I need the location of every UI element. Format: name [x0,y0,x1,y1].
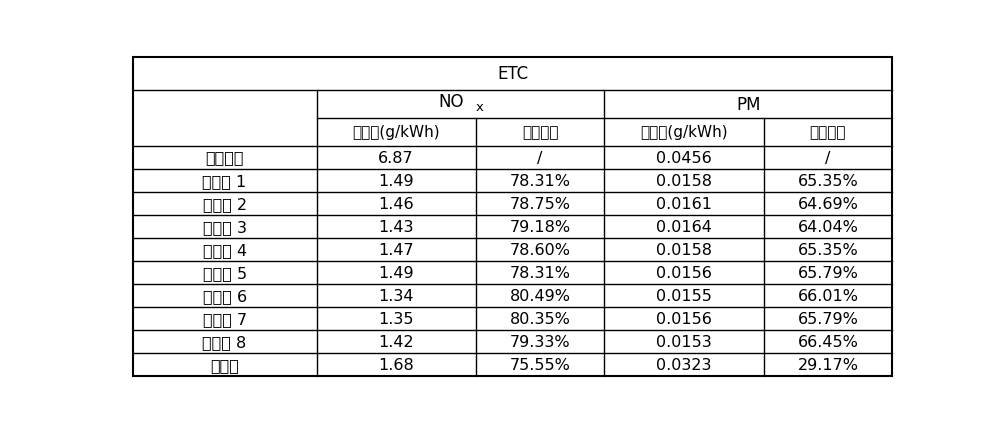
Text: 0.0323: 0.0323 [656,357,712,372]
Text: 0.0156: 0.0156 [656,311,712,326]
Text: NO: NO [438,93,464,111]
Text: 78.75%: 78.75% [510,196,571,211]
Text: 1.42: 1.42 [378,334,414,349]
Text: 65.79%: 65.79% [798,311,858,326]
Text: 75.55%: 75.55% [510,357,570,372]
Text: 实施例 4: 实施例 4 [203,242,247,257]
Text: 实施例 2: 实施例 2 [203,196,247,211]
Text: 80.49%: 80.49% [510,288,571,303]
Text: 排放值(g/kWh): 排放值(g/kWh) [352,125,440,140]
Text: 1.49: 1.49 [378,173,414,188]
Text: /: / [537,150,543,165]
Text: 1.43: 1.43 [378,219,414,234]
Text: 1.46: 1.46 [378,196,414,211]
Text: 实施例 6: 实施例 6 [203,288,247,303]
Text: 0.0155: 0.0155 [656,288,712,303]
Text: 6.87: 6.87 [378,150,414,165]
Text: 实施例 5: 实施例 5 [203,265,247,280]
Text: 0.0158: 0.0158 [656,173,712,188]
Text: 去除效率: 去除效率 [522,125,558,140]
Text: 0.0164: 0.0164 [656,219,712,234]
Text: 66.01%: 66.01% [797,288,858,303]
Text: /: / [825,150,831,165]
Text: 空管原排: 空管原排 [205,150,244,165]
Text: 79.33%: 79.33% [510,334,570,349]
Text: 65.79%: 65.79% [798,265,858,280]
Text: 64.69%: 64.69% [798,196,858,211]
Text: 65.35%: 65.35% [798,242,858,257]
Text: 1.47: 1.47 [378,242,414,257]
Text: 实施例 1: 实施例 1 [202,173,247,188]
Text: 1.34: 1.34 [378,288,414,303]
Text: ETC: ETC [497,65,528,83]
Text: 实施例 8: 实施例 8 [202,334,247,349]
Text: 0.0456: 0.0456 [656,150,712,165]
Text: 1.68: 1.68 [378,357,414,372]
Text: 78.60%: 78.60% [510,242,571,257]
Text: 0.0153: 0.0153 [656,334,712,349]
Text: 0.0161: 0.0161 [656,196,712,211]
Text: 实施例 7: 实施例 7 [203,311,247,326]
Text: 1.35: 1.35 [378,311,414,326]
Text: 78.31%: 78.31% [510,265,571,280]
Text: 65.35%: 65.35% [798,173,858,188]
Text: x: x [476,101,484,114]
Text: 64.04%: 64.04% [798,219,858,234]
Text: 80.35%: 80.35% [510,311,570,326]
Text: 78.31%: 78.31% [510,173,571,188]
Text: 实施例 3: 实施例 3 [203,219,247,234]
Text: 0.0158: 0.0158 [656,242,712,257]
Text: 1.49: 1.49 [378,265,414,280]
Text: PM: PM [736,95,761,113]
Text: 29.17%: 29.17% [797,357,858,372]
Text: 79.18%: 79.18% [510,219,571,234]
Text: 排放值(g/kWh): 排放值(g/kWh) [640,125,728,140]
Text: 对比例: 对比例 [210,357,239,372]
Text: 去除效率: 去除效率 [810,125,846,140]
Text: 0.0156: 0.0156 [656,265,712,280]
Text: 66.45%: 66.45% [798,334,858,349]
